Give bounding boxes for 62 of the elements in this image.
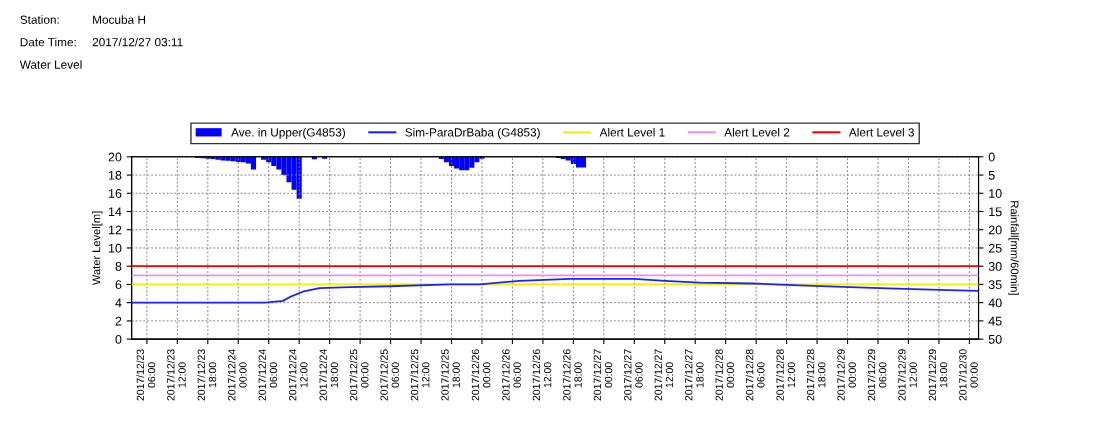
x-tick-label: 2017/12/30 00:00: [958, 349, 978, 401]
y2-tick-label: 5: [988, 170, 995, 180]
x-tick-label: 2017/12/25 00:00: [349, 349, 369, 401]
x-tick-label: 2017/12/25 12:00: [410, 349, 430, 401]
x-tick-label: 2017/12/29 06:00: [867, 349, 887, 401]
x-tick-label: 2017/12/26 18:00: [562, 349, 582, 401]
x-tick-label: 2017/12/24 00:00: [227, 349, 247, 401]
text: Mocuba H: [93, 15, 145, 24]
chart-title: Water Level: [19, 60, 82, 69]
x-tick-label: 2017/12/24 12:00: [288, 349, 308, 401]
y2-tick-label: 25: [988, 243, 1002, 253]
y2-tick-label: 35: [988, 280, 1002, 290]
y-tick-label: 6: [115, 280, 122, 290]
y-tick-label: 18: [108, 170, 122, 180]
y2-axis-title: Rainfall[mm/60min]: [1008, 201, 1019, 295]
y2-tick-label: 50: [988, 334, 1002, 344]
x-tick-label: 2017/12/29 00:00: [837, 349, 856, 401]
x-tick-label: 2017/12/24 06:00: [258, 349, 278, 401]
text: Station:: [20, 15, 59, 24]
y2-tick-label: 40: [988, 298, 1002, 308]
x-tick-label: 2017/12/28 06:00: [745, 349, 765, 401]
x-tick-label: 2017/12/24 18:00: [319, 349, 339, 401]
y2-tick-label: 10: [989, 189, 1002, 198]
y2-tick-label: 45: [988, 316, 1002, 326]
x-tick-label: 2017/12/27 18:00: [684, 349, 704, 401]
y-tick-label: 0: [115, 334, 122, 344]
x-tick-label: 2017/12/23 18:00: [197, 349, 217, 401]
x-tick-label: 2017/12/26 00:00: [471, 349, 491, 401]
y2-tick-label: 0: [988, 152, 995, 162]
x-tick-label: 2017/12/28 00:00: [715, 349, 735, 401]
x-tick-label: 2017/12/23 12:00: [166, 349, 186, 401]
x-tick-label: 2017/12/28 12:00: [776, 349, 796, 401]
x-tick-label: 2017/12/28 18:00: [806, 349, 826, 401]
x-tick-label: 2017/12/29 18:00: [928, 349, 948, 401]
y-tick-label: 12: [108, 225, 122, 235]
x-tick-label: 2017/12/29 12:00: [897, 349, 917, 401]
x-tick-label: 2017/12/27 12:00: [654, 349, 674, 401]
legend-label: Alert Level 3: [848, 127, 914, 137]
y-tick-label: 4: [115, 298, 122, 308]
x-tick-label: 2017/12/27 06:00: [623, 349, 643, 401]
text: 2017/12/27 03:11: [92, 37, 183, 47]
x-tick-label: 2017/12/26 12:00: [532, 349, 552, 401]
text: Date Time:: [20, 37, 76, 47]
x-tick-label: 2017/12/25 06:00: [380, 349, 399, 401]
y-tick-label: 10: [108, 243, 122, 253]
legend-label: Sim-ParaDrBaba (G4853): [405, 127, 540, 139]
y2-tick-label: 15: [989, 207, 1002, 217]
y-tick-label: 16: [108, 189, 122, 198]
legend-label: Ave. in Upper(G4853): [231, 127, 345, 139]
legend-label: Alert Level 2: [724, 127, 790, 137]
x-tick-label: 2017/12/27 00:00: [593, 349, 613, 401]
y2-tick-label: 30: [988, 262, 1002, 271]
y-tick-label: 14: [108, 207, 122, 217]
y-tick-label: 20: [108, 152, 122, 162]
legend-label: Alert Level 1: [599, 127, 665, 137]
y-tick-label: 2: [115, 316, 122, 326]
y-tick-label: 8: [115, 262, 122, 271]
x-tick-label: 2017/12/25 18:00: [441, 349, 460, 401]
x-tick-label: 2017/12/26 06:00: [501, 349, 521, 401]
y2-tick-label: 20: [988, 225, 1002, 235]
x-tick-label: 2017/12/23 06:00: [136, 349, 156, 401]
y-axis-title: Water Level[m]: [92, 211, 103, 286]
